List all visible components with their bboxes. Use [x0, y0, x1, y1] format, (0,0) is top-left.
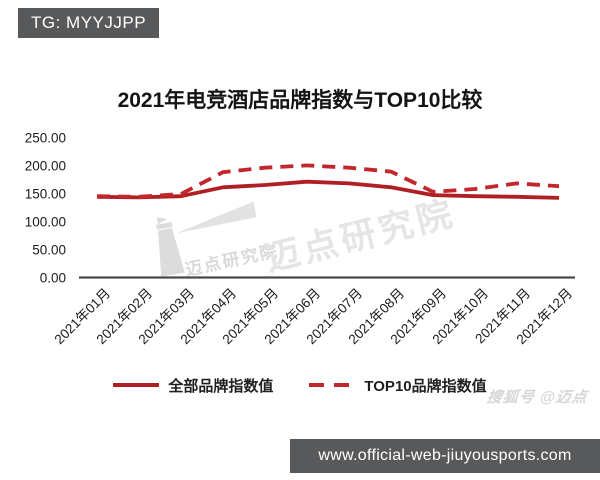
legend-label: 全部品牌指数值	[168, 377, 274, 395]
series-line-dashed	[96, 163, 560, 199]
series-line-solid	[96, 179, 560, 200]
y-axis-tick-label: 50.00	[32, 243, 66, 258]
y-axis-tick-label: 0.00	[40, 271, 66, 286]
footer-url-bar: www.official-web-jiuyousports.com	[290, 439, 600, 473]
legend-label: TOP10品牌指数值	[364, 377, 487, 395]
y-axis-tick-label: 100.00	[25, 215, 66, 230]
legend-item-all-brands: 全部品牌指数值	[113, 375, 273, 396]
y-axis-tick-label: 150.00	[25, 187, 66, 202]
solid-line-swatch	[113, 383, 160, 387]
page-title: 2021年电竞酒店品牌指数与TOP10比较	[117, 89, 483, 112]
y-axis-tick-label: 200.00	[25, 159, 66, 174]
y-axis-tick-label: 250.00	[25, 131, 66, 146]
dashed-line-swatch	[309, 383, 356, 387]
tg-badge: TG: MYYJJPP	[18, 8, 160, 38]
legend-item-top10: TOP10品牌指数值	[309, 375, 487, 396]
chart-legend: 全部品牌指数值 TOP10品牌指数值	[0, 375, 600, 395]
